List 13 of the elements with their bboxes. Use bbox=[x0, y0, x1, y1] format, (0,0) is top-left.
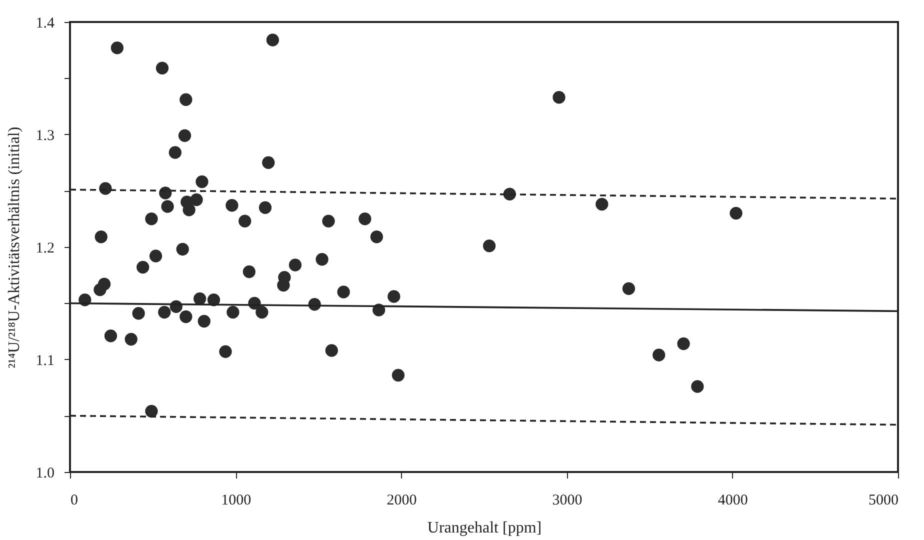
y-axis-title: ²¹⁴U/²¹⁸U-Aktivitätsverhältnis (initial) bbox=[6, 126, 23, 368]
y-tick-label: 1.4 bbox=[36, 16, 55, 32]
x-axis-title: Urangehalt [ppm] bbox=[427, 520, 542, 536]
y-tick-label: 1.2 bbox=[36, 240, 54, 256]
y-tick-label: 1.3 bbox=[36, 128, 54, 144]
x-tick-label: 2000 bbox=[386, 492, 417, 508]
x-tick-label: 3000 bbox=[552, 492, 582, 508]
y-tick-label: 1.0 bbox=[36, 466, 54, 482]
x-tick-label: 5000 bbox=[868, 492, 898, 508]
x-tick-label: 4000 bbox=[718, 492, 748, 508]
x-tick-label: 1000 bbox=[221, 492, 252, 508]
x-tick-label: 0 bbox=[70, 492, 78, 508]
y-tick-label: 1.1 bbox=[36, 353, 54, 369]
